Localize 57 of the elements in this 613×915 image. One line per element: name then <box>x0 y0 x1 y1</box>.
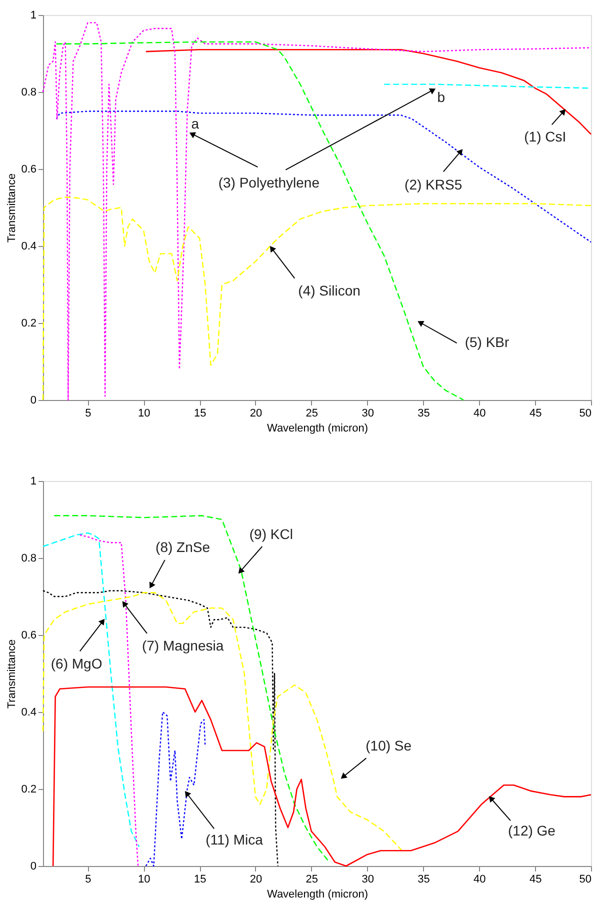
x-tick-label: 35 <box>418 408 430 420</box>
y-tick-label: 0.2 <box>21 784 36 796</box>
y-tick-label: 1 <box>30 476 36 488</box>
annotation: b <box>437 89 446 106</box>
line-series <box>54 515 330 863</box>
x-tick-label: 45 <box>529 408 542 420</box>
annotation: (10) Se <box>366 738 412 754</box>
annotation: (7) Magnesia <box>142 638 224 654</box>
line-series <box>56 41 464 401</box>
y-tick-label: 0.6 <box>21 164 36 176</box>
x-tick-label: 35 <box>418 874 430 886</box>
x-tick-label: 10 <box>138 874 150 886</box>
y-tick-label: 0.8 <box>21 552 36 564</box>
annotation: (4) Silicon <box>298 282 360 298</box>
y-tick-label: 0.4 <box>21 706 36 718</box>
annotation: (11) Mica <box>206 832 264 848</box>
y-tick-label: 0.2 <box>21 318 36 330</box>
y-tick-label: 0.6 <box>21 630 36 642</box>
x-tick-label: 40 <box>474 874 486 886</box>
annotation: (5) KBr <box>464 334 510 350</box>
y-tick-label: 0 <box>30 394 36 406</box>
line-series <box>42 590 278 867</box>
x-tick-label: 15 <box>194 874 206 886</box>
x-tick-label: 15 <box>194 408 206 420</box>
x-tick-label: 5 <box>85 408 92 420</box>
annotation: (6) MgO <box>50 655 102 672</box>
x-tick-label: 45 <box>529 874 542 886</box>
line-series <box>52 686 592 867</box>
annotation: (8) ZnSe <box>156 538 210 555</box>
x-tick-label: 25 <box>306 408 318 420</box>
line-series <box>42 532 140 848</box>
x-tick-label: 25 <box>306 874 318 886</box>
x-tick-label: 20 <box>250 874 262 886</box>
x-tick-label: 30 <box>362 408 374 420</box>
line-series <box>145 711 206 867</box>
annotation: (1) CsI <box>524 128 566 144</box>
x-axis-title: Wavelength (micron) <box>266 422 368 434</box>
annotation: (12) Ge <box>508 822 556 838</box>
y-tick-label: 0.4 <box>21 240 36 252</box>
x-tick-label: 30 <box>362 874 374 886</box>
annotation: (3) Polyethylene <box>218 174 320 191</box>
annotation: (2) KRS5 <box>404 176 462 193</box>
annotation: a <box>191 116 200 132</box>
y-axis-title: Transmittance <box>6 173 18 243</box>
x-tick-label: 40 <box>474 408 486 420</box>
x-tick-label: 50 <box>579 408 592 420</box>
x-axis-title: Wavelength (micron) <box>266 888 368 900</box>
y-tick-label: 0 <box>30 860 36 872</box>
x-tick-label: 20 <box>250 408 262 420</box>
x-tick-label: 10 <box>138 408 150 420</box>
x-tick-label: 5 <box>85 874 92 886</box>
annotation: (9) KCl <box>249 526 293 542</box>
y-axis-title: Transmittance <box>6 639 18 709</box>
y-tick-label: 0.8 <box>21 86 36 98</box>
line-series <box>56 110 592 243</box>
x-tick-label: 50 <box>579 874 592 886</box>
y-tick-label: 1 <box>30 10 36 22</box>
